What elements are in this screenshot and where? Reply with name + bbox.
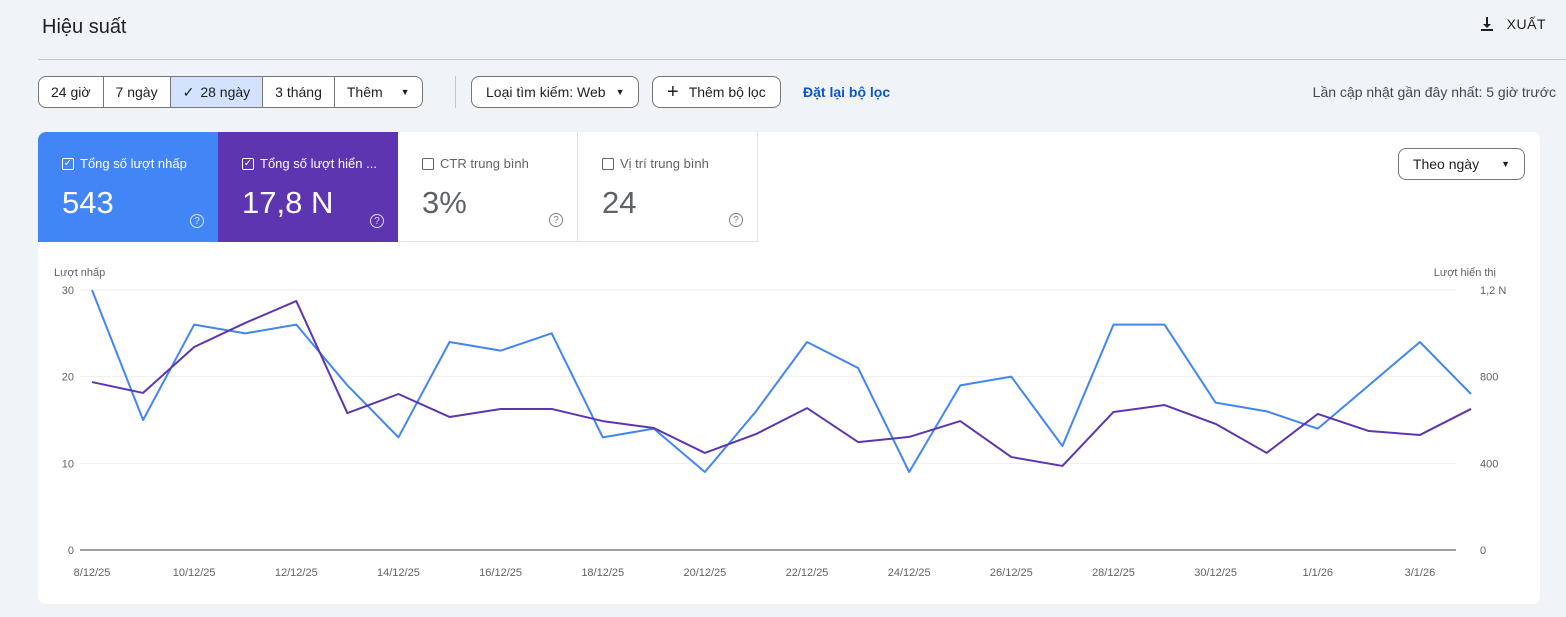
performance-chart: Lượt nhấp Lượt hiển thị 0 0 10 400 20 800 30 1,… bbox=[54, 267, 1506, 579]
y-tick-right: 1,2 N bbox=[1480, 285, 1506, 297]
y-tick-left: 0 bbox=[68, 545, 74, 557]
x-tick-label: 28/12/25 bbox=[1092, 567, 1135, 579]
divider bbox=[38, 59, 1566, 60]
search-type-dropdown[interactable]: Loại tìm kiếm: Web ▼ bbox=[471, 76, 640, 108]
x-tick-label: 20/12/25 bbox=[683, 567, 726, 579]
y-tick-left: 10 bbox=[62, 458, 74, 470]
caret-down-icon: ▼ bbox=[1501, 159, 1510, 169]
metric-position[interactable]: Vị trí trung bình 24 ? bbox=[578, 132, 758, 242]
range-label: 24 giờ bbox=[51, 84, 91, 100]
x-tick-label: 18/12/25 bbox=[581, 567, 624, 579]
range-label: 7 ngày bbox=[115, 84, 158, 100]
checkbox-checked-icon[interactable]: ✓ bbox=[242, 157, 254, 170]
date-range-selector: 24 giờ 7 ngày ✓ 28 ngày 3 tháng Thêm ▼ bbox=[38, 76, 423, 108]
metric-clicks[interactable]: ✓ Tổng số lượt nhấp 543 ? bbox=[38, 132, 218, 242]
caret-down-icon: ▼ bbox=[615, 87, 625, 97]
export-button[interactable]: XUẤT bbox=[1479, 16, 1546, 32]
x-tick-label: 14/12/25 bbox=[377, 567, 420, 579]
granularity-dropdown[interactable]: Theo ngày ▼ bbox=[1397, 148, 1525, 180]
x-tick-label: 12/12/25 bbox=[275, 567, 318, 579]
range-label: 28 ngày bbox=[200, 84, 251, 100]
x-tick-label: 1/1/26 bbox=[1302, 567, 1333, 579]
search-type-label: Loại tìm kiếm: Web bbox=[486, 84, 606, 100]
metric-ctr[interactable]: CTR trung bình 3% ? bbox=[398, 132, 578, 242]
metric-value: 543 bbox=[62, 185, 114, 220]
granularity-label: Theo ngày bbox=[1412, 156, 1480, 172]
download-icon bbox=[1480, 17, 1493, 31]
divider bbox=[455, 76, 456, 108]
y-tick-left: 20 bbox=[62, 372, 74, 384]
add-filter-button[interactable]: + Thêm bộ lọc bbox=[652, 76, 781, 108]
checkbox-unchecked-icon[interactable] bbox=[602, 157, 614, 170]
reset-filters-link[interactable]: Đặt lại bộ lọc bbox=[803, 84, 891, 100]
right-axis-label: Lượt hiển thị bbox=[1434, 267, 1496, 279]
x-tick-label: 26/12/25 bbox=[990, 567, 1033, 579]
x-tick-label: 24/12/25 bbox=[888, 567, 931, 579]
help-icon[interactable]: ? bbox=[729, 213, 743, 227]
last-updated-text: Lần cập nhật gần đây nhất: 5 giờ trước bbox=[1312, 84, 1556, 100]
y-tick-right: 400 bbox=[1480, 458, 1498, 470]
page-title: Hiệu suất bbox=[42, 16, 127, 38]
metric-label: CTR trung bình bbox=[440, 156, 529, 171]
metric-value: 24 bbox=[602, 185, 637, 220]
help-icon[interactable]: ? bbox=[549, 213, 563, 227]
left-axis-label: Lượt nhấp bbox=[54, 267, 105, 279]
metric-label: Tổng số lượt nhấp bbox=[80, 156, 187, 171]
checkbox-checked-icon[interactable]: ✓ bbox=[62, 157, 74, 170]
help-icon[interactable]: ? bbox=[190, 214, 204, 228]
y-tick-right: 800 bbox=[1480, 372, 1498, 384]
y-tick-right: 0 bbox=[1480, 545, 1486, 557]
x-tick-label: 10/12/25 bbox=[173, 567, 216, 579]
metric-value: 3% bbox=[422, 185, 467, 220]
metric-value: 17,8 N bbox=[242, 185, 334, 220]
x-tick-label: 3/1/26 bbox=[1405, 567, 1436, 579]
x-tick-label: 16/12/25 bbox=[479, 567, 522, 579]
impressions-line bbox=[91, 300, 1472, 467]
check-icon: ✓ bbox=[182, 83, 195, 100]
metric-label: Tổng số lượt hiển ... bbox=[260, 156, 377, 171]
performance-card: ✓ Tổng số lượt nhấp 543 ? ✓ Tổng số lượt h… bbox=[38, 132, 1540, 604]
range-3m[interactable]: 3 tháng bbox=[263, 77, 335, 107]
export-label: XUẤT bbox=[1506, 16, 1546, 32]
range-label: Thêm bbox=[346, 84, 383, 100]
y-tick-left: 30 bbox=[62, 285, 74, 297]
help-icon[interactable]: ? bbox=[370, 214, 384, 228]
checkbox-unchecked-icon[interactable] bbox=[422, 157, 434, 170]
metric-impressions[interactable]: ✓ Tổng số lượt hiển ... 17,8 N ? bbox=[218, 132, 398, 242]
range-more[interactable]: Thêm ▼ bbox=[335, 77, 422, 107]
range-label: 3 tháng bbox=[275, 84, 322, 100]
range-24h[interactable]: 24 giờ bbox=[39, 77, 104, 107]
x-tick-label: 30/12/25 bbox=[1194, 567, 1237, 579]
metric-label: Vị trí trung bình bbox=[620, 156, 709, 171]
x-tick-label: 8/12/25 bbox=[74, 567, 111, 579]
x-tick-label: 22/12/25 bbox=[786, 567, 829, 579]
range-28d[interactable]: ✓ 28 ngày bbox=[170, 77, 264, 107]
plus-icon: + bbox=[667, 80, 679, 103]
caret-down-icon: ▼ bbox=[400, 87, 410, 97]
range-7d[interactable]: 7 ngày bbox=[104, 77, 171, 107]
add-filter-label: Thêm bộ lọc bbox=[688, 84, 766, 100]
clicks-line bbox=[91, 289, 1472, 473]
